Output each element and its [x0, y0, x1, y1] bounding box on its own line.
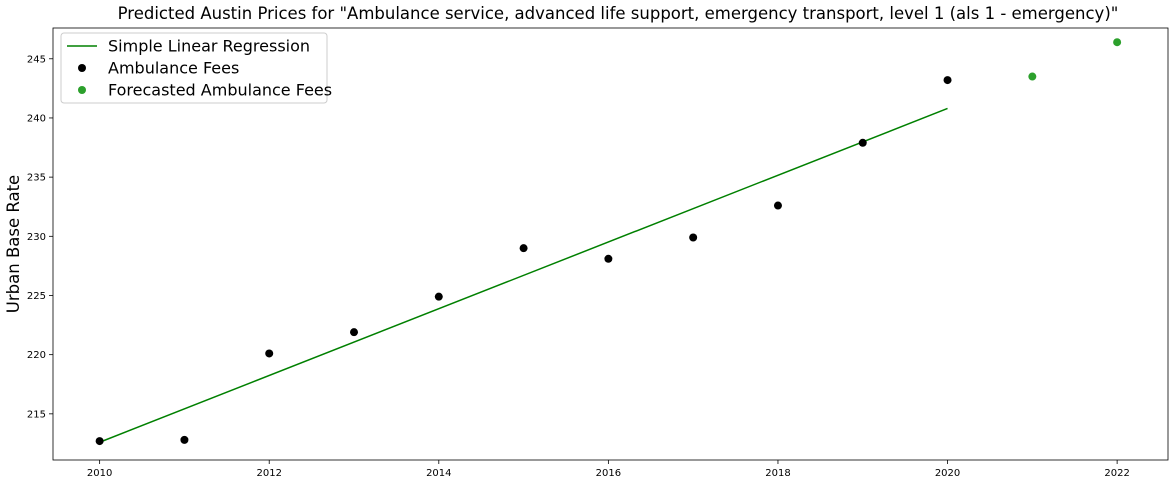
ambulance-fee-point: [519, 244, 528, 253]
x-tick-label: 2014: [426, 468, 451, 479]
x-tick-label: 2012: [256, 468, 281, 479]
forecast-point: [1028, 72, 1037, 81]
legend-marker-swatch: [78, 64, 86, 72]
legend-label: Simple Linear Regression: [108, 37, 310, 56]
axes-layer: 2010 2012 2014 2016 2018 2020 2022 215 220 225 230…: [27, 54, 1130, 479]
chart-title: Predicted Austin Prices for "Ambulance s…: [118, 4, 1119, 23]
ambulance-fee-point: [95, 437, 104, 446]
ambulance-fee-point: [773, 201, 782, 210]
y-axis-label: Urban Base Rate: [4, 175, 23, 313]
ambulance-fee-point: [689, 233, 698, 242]
ambulance-fee-point: [180, 435, 189, 444]
legend-marker-swatch: [78, 86, 86, 94]
y-tick-label: 230: [27, 232, 46, 243]
y-tick-label: 220: [27, 350, 46, 361]
y-tick-label: 240: [27, 113, 46, 124]
x-tick-label: 2018: [765, 468, 790, 479]
ambulance-fee-point: [943, 76, 952, 85]
x-tick-label: 2016: [596, 468, 621, 479]
legend-label: Ambulance Fees: [108, 59, 239, 78]
ambulance-fee-point: [350, 328, 359, 337]
y-tick-label: 225: [27, 291, 46, 302]
regression-line: [99, 107, 948, 443]
ambulance-fee-point: [858, 138, 867, 147]
forecast-point: [1113, 38, 1122, 47]
ambulance-fee-point: [604, 254, 613, 263]
ambulance-fee-point: [434, 292, 443, 301]
ambulance-fee-point: [265, 349, 274, 358]
plot-frame: [52, 27, 1169, 461]
x-tick-label: 2022: [1104, 468, 1129, 479]
marks-layer: [95, 38, 1122, 446]
legend-label: Forecasted Ambulance Fees: [108, 81, 332, 100]
y-tick-label: 235: [27, 173, 46, 184]
y-tick-label: 215: [27, 409, 46, 420]
y-tick-label: 245: [27, 54, 46, 65]
legend-box: [60, 32, 328, 104]
x-tick-label: 2010: [87, 468, 112, 479]
x-tick-label: 2020: [935, 468, 960, 479]
legend: Simple Linear Regression Ambulance Fees Fo…: [60, 32, 332, 104]
